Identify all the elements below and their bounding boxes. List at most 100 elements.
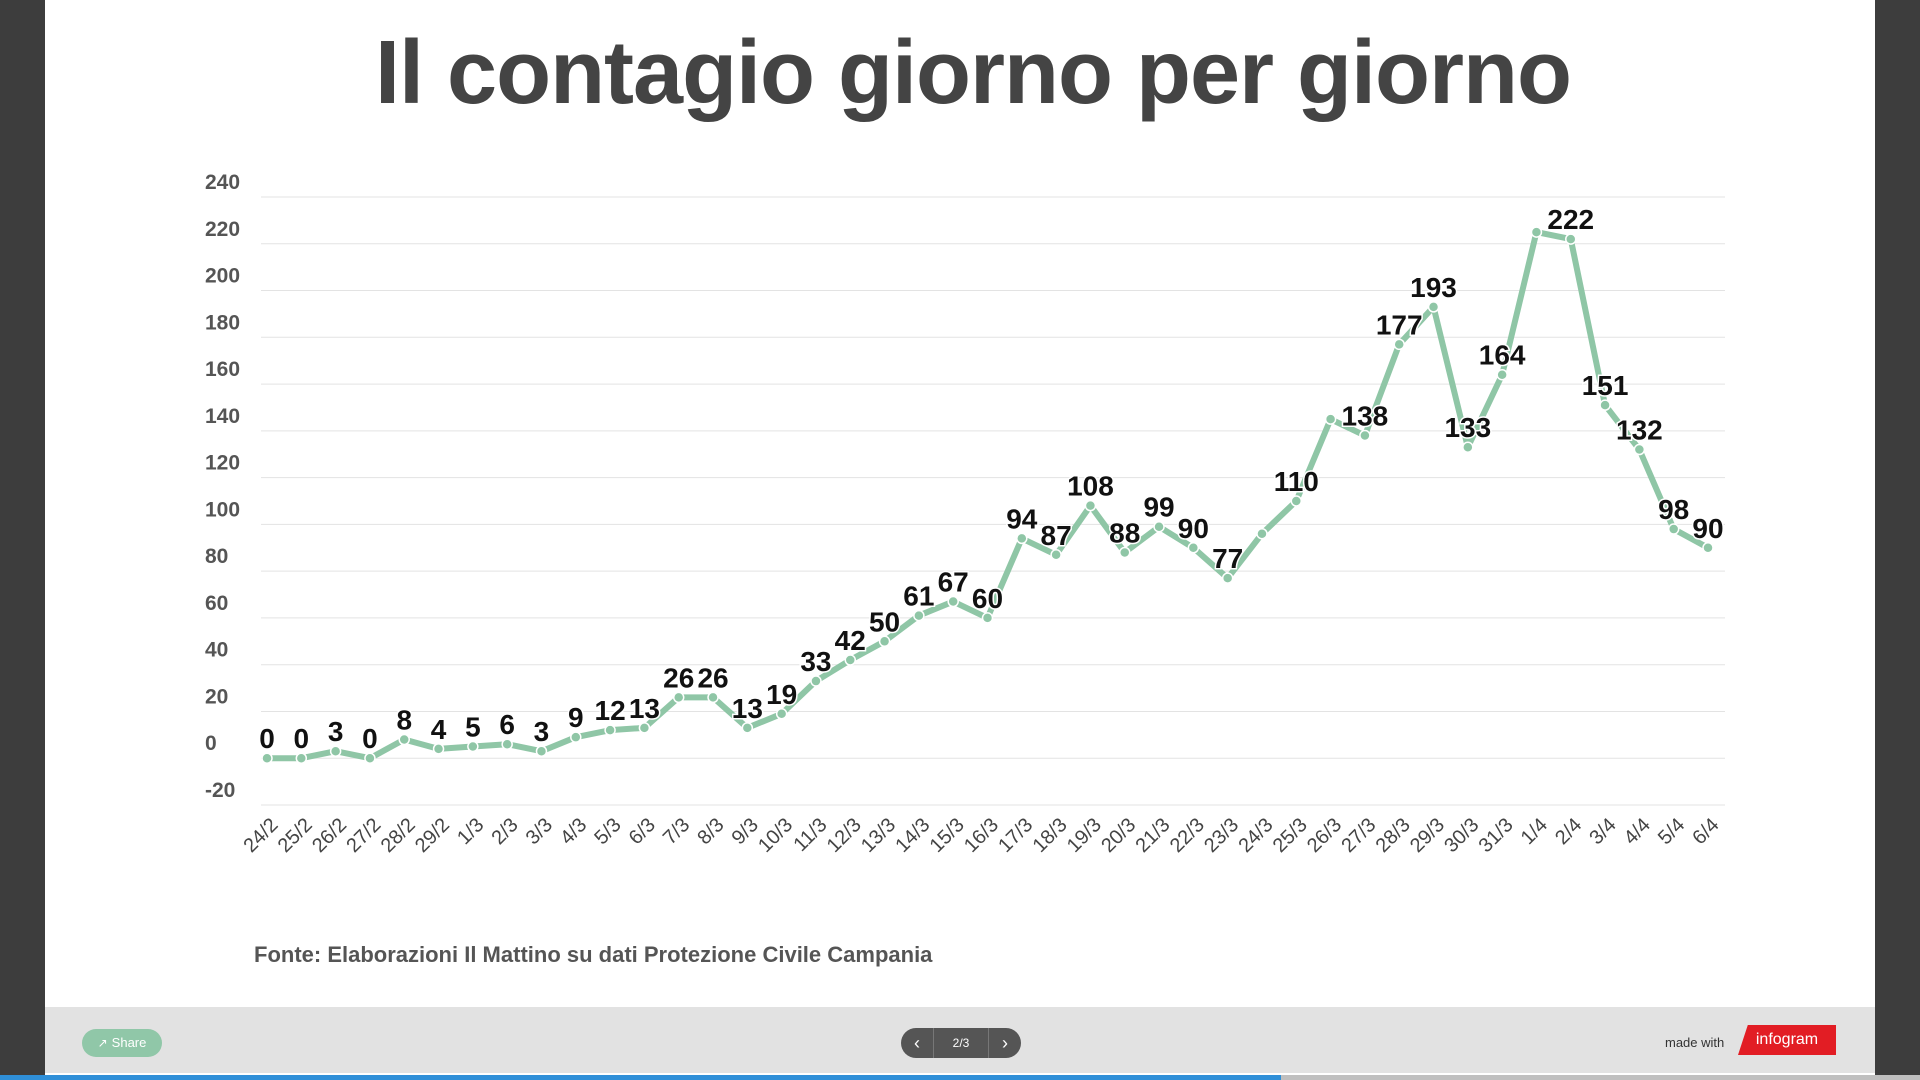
x-tick-label: 26/2 — [308, 814, 351, 857]
data-point — [707, 691, 719, 704]
data-point — [1702, 542, 1714, 554]
data-point — [1667, 523, 1680, 535]
x-tick-label: 5/3 — [590, 814, 625, 849]
data-label: 164 — [1479, 340, 1526, 371]
share-icon: ↗ — [97, 1036, 108, 1050]
data-label: 222 — [1547, 204, 1594, 235]
x-tick-label: 28/3 — [1372, 814, 1415, 857]
line-chart: -2002040608010012014016018020022024024/2… — [205, 171, 1725, 857]
y-tick-label: -20 — [205, 779, 235, 802]
data-label: 42 — [835, 625, 866, 656]
data-label: 133 — [1444, 412, 1491, 443]
x-tick-label: 18/3 — [1029, 814, 1072, 857]
page-title: Il contagio giorno per giorno — [375, 23, 1572, 123]
data-point — [432, 743, 445, 755]
data-label: 90 — [1178, 513, 1209, 544]
data-label: 67 — [938, 567, 969, 598]
x-tick-label: 8/3 — [693, 814, 728, 849]
data-point — [1324, 413, 1337, 425]
x-tick-label: 25/3 — [1269, 814, 1312, 857]
x-tick-label: 15/3 — [926, 814, 969, 857]
data-point — [1084, 499, 1097, 512]
y-tick-label: 0 — [205, 732, 217, 755]
progress-bar — [0, 1075, 1920, 1080]
source-note: Fonte: Elaborazioni Il Mattino su dati P… — [254, 942, 933, 967]
x-tick-label: 14/3 — [891, 814, 934, 857]
data-label: 6 — [499, 709, 515, 740]
data-point — [1599, 399, 1611, 411]
data-label: 94 — [1006, 503, 1038, 534]
data-point — [1530, 226, 1543, 238]
data-point — [1393, 338, 1405, 351]
data-label: 3 — [534, 716, 550, 747]
data-point — [329, 745, 342, 757]
data-point — [810, 675, 822, 687]
made-with-text: made with — [1665, 1035, 1725, 1050]
x-tick-label: 23/3 — [1200, 814, 1243, 857]
data-point — [638, 722, 651, 734]
data-point — [535, 745, 548, 757]
prev-page-button[interactable]: ‹ — [901, 1028, 933, 1058]
y-tick-label: 100 — [205, 498, 240, 521]
x-tick-label: 25/2 — [274, 814, 317, 857]
x-tick-label: 2/4 — [1551, 814, 1586, 849]
y-tick-label: 240 — [205, 171, 240, 194]
x-tick-label: 4/4 — [1620, 814, 1655, 849]
x-tick-label: 2/3 — [487, 814, 522, 849]
data-point — [672, 691, 685, 704]
data-label: 9 — [568, 702, 584, 733]
data-point — [1187, 542, 1200, 554]
x-tick-label: 22/3 — [1166, 814, 1209, 857]
x-tick-label: 6/3 — [625, 814, 660, 849]
x-tick-label: 6/4 — [1688, 814, 1723, 849]
data-label: 138 — [1342, 401, 1389, 432]
x-tick-label: 29/2 — [411, 814, 454, 857]
share-button[interactable]: ↗ Share — [82, 1029, 162, 1057]
x-tick-label: 3/4 — [1585, 814, 1620, 849]
data-label: 26 — [663, 662, 694, 693]
data-point — [1427, 301, 1440, 313]
y-tick-label: 200 — [205, 265, 240, 288]
data-label: 110 — [1274, 466, 1319, 497]
data-label: 4 — [431, 714, 447, 745]
data-point — [1050, 549, 1062, 561]
data-point — [775, 708, 788, 720]
x-tick-label: 27/3 — [1337, 814, 1380, 857]
y-tick-label: 140 — [205, 405, 240, 428]
infogram-logo[interactable]: infogram — [1738, 1025, 1836, 1055]
y-tick-label: 180 — [205, 311, 240, 334]
data-label: 193 — [1410, 272, 1457, 303]
x-tick-label: 31/3 — [1475, 814, 1518, 857]
data-label: 87 — [1041, 520, 1072, 551]
x-tick-label: 3/3 — [522, 814, 557, 849]
next-page-button[interactable]: › — [989, 1028, 1021, 1058]
data-point — [501, 738, 513, 750]
x-tick-label: 30/3 — [1440, 814, 1483, 857]
footer-bar: ↗ Share ‹ 2/3 › made with infogram — [45, 1007, 1875, 1073]
data-point — [844, 654, 857, 666]
data-point — [878, 635, 891, 648]
data-point — [947, 595, 959, 608]
data-point — [981, 612, 994, 624]
data-label: 26 — [697, 662, 728, 693]
data-label: 151 — [1582, 370, 1629, 401]
x-tick-label: 10/3 — [754, 814, 797, 857]
data-label: 0 — [362, 723, 378, 754]
data-label: 13 — [629, 693, 660, 724]
x-tick-label: 5/4 — [1654, 814, 1689, 849]
data-point — [1256, 527, 1268, 540]
x-tick-label: 19/3 — [1063, 814, 1106, 857]
data-point — [1462, 441, 1474, 453]
data-label: 88 — [1109, 517, 1140, 548]
data-point — [467, 740, 479, 753]
data-label: 132 — [1616, 415, 1663, 446]
data-point — [1496, 368, 1508, 381]
data-label: 108 — [1067, 471, 1114, 502]
y-tick-label: 40 — [205, 639, 228, 662]
data-point — [1016, 532, 1028, 545]
x-tick-label: 29/3 — [1406, 814, 1449, 857]
x-tick-label: 16/3 — [960, 814, 1003, 857]
data-point — [570, 731, 582, 743]
data-label: 90 — [1692, 513, 1723, 544]
data-point — [1633, 443, 1646, 456]
